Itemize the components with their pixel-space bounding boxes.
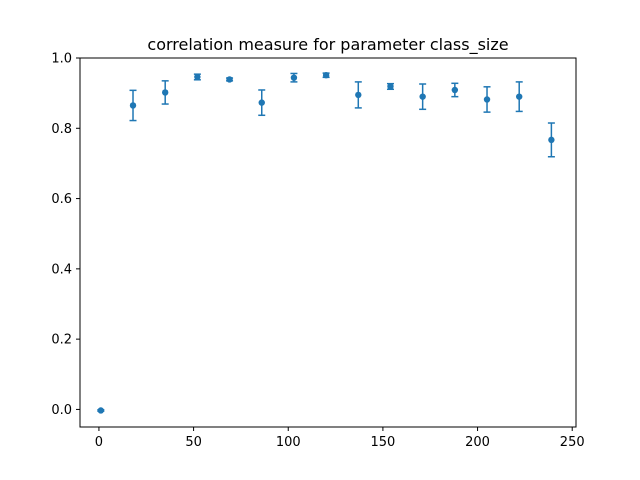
- data-point: [290, 74, 298, 81]
- y-tick-label: 1.0: [51, 52, 72, 67]
- x-tick-label: 250: [560, 435, 585, 450]
- data-point: [387, 83, 394, 90]
- y-tick-label: 0.2: [51, 333, 72, 348]
- x-tick-label: 0: [95, 435, 103, 450]
- y-tick-label: 0.0: [51, 403, 72, 418]
- data-point: [483, 96, 491, 103]
- data-point: [97, 407, 105, 414]
- data-point: [322, 72, 330, 79]
- data-point: [129, 102, 137, 109]
- y-tick-label: 0.8: [51, 122, 72, 137]
- chart-title: correlation measure for parameter class_…: [147, 35, 508, 55]
- data-point: [226, 76, 233, 83]
- x-tick-label: 50: [185, 435, 202, 450]
- y-tick-label: 0.6: [51, 192, 72, 207]
- axes-frame: [79, 57, 577, 428]
- data-point: [516, 93, 523, 100]
- x-tick-label: 100: [276, 435, 301, 450]
- data-point: [258, 99, 265, 106]
- data-point: [355, 91, 362, 99]
- data-point: [161, 89, 169, 96]
- data-point: [194, 73, 201, 81]
- x-tick-label: 150: [370, 435, 395, 450]
- data-point: [419, 93, 426, 100]
- x-tick-label: 200: [465, 435, 490, 450]
- data-point: [548, 136, 555, 144]
- y-tick-label: 0.4: [51, 262, 72, 277]
- data-point: [451, 86, 459, 94]
- plot-area: 0 50 100 150 200 250 0.0 0.2 0.4 0.6 0.8 1.0: [51, 52, 584, 451]
